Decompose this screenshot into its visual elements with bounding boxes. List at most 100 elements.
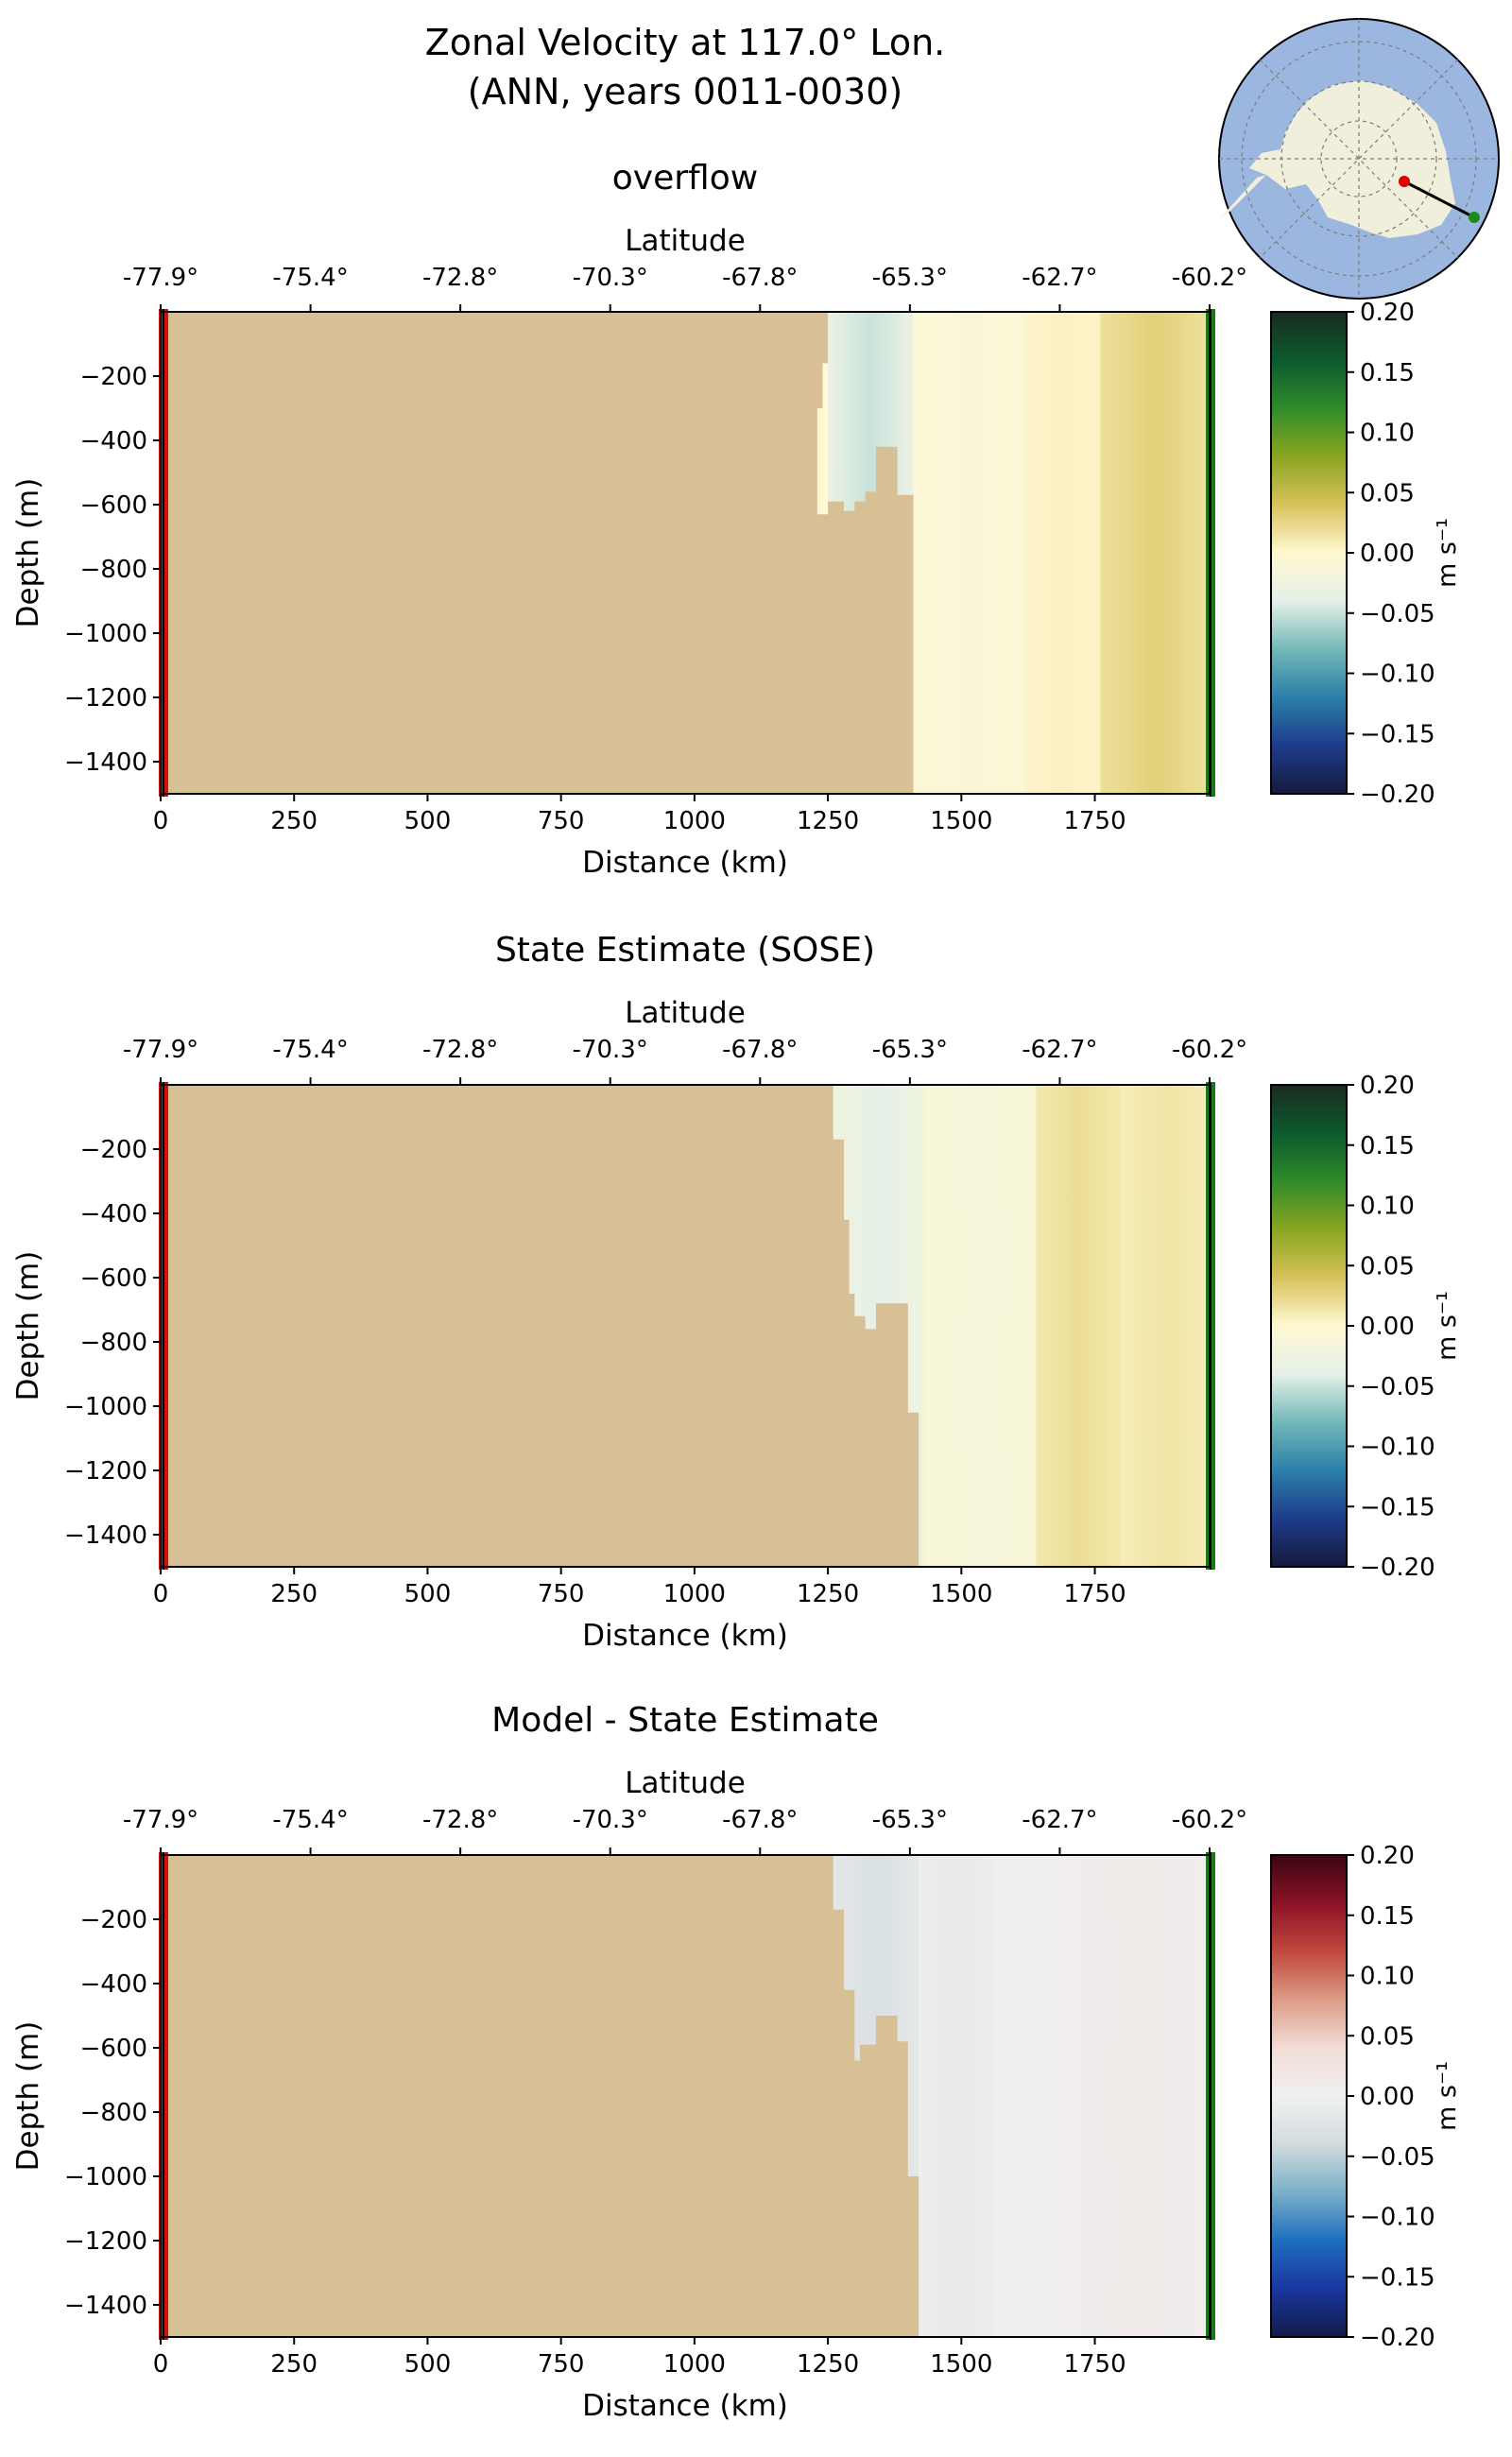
- latitude-tick-label: -62.7°: [1022, 1036, 1097, 1064]
- latitude-tick-label: -65.3°: [872, 264, 948, 292]
- colorbar: [1270, 1854, 1348, 2338]
- y-tick-label: −200: [80, 1906, 147, 1934]
- x-tick-label: 250: [270, 2350, 318, 2379]
- latitude-tick-label: -67.8°: [722, 1036, 798, 1064]
- inset-map: [1218, 18, 1500, 300]
- colorbar-tick-label: 0.20: [1360, 299, 1415, 327]
- x-tick-label: 1250: [797, 2350, 859, 2379]
- velocity-band: [1036, 1085, 1122, 1567]
- x-tick-label: 500: [404, 807, 452, 835]
- colorbar-tick-label: −0.15: [1360, 720, 1435, 748]
- latitude-tick-label: -60.2°: [1172, 264, 1247, 292]
- latitude-tick-label: -62.7°: [1022, 1806, 1097, 1834]
- latitude-tick-label: -72.8°: [422, 1036, 498, 1064]
- colorbar-tick-label: −0.05: [1360, 600, 1435, 628]
- y-tick-label: −600: [80, 1264, 147, 1293]
- x-tick-label: 250: [270, 807, 318, 835]
- velocity-band: [993, 1855, 1069, 2337]
- bathymetry-land: [161, 1855, 919, 2337]
- x-tick-label: 1000: [663, 1580, 726, 1608]
- latitude-tick-label: -75.4°: [272, 1806, 348, 1834]
- y-tick-label: −400: [80, 427, 147, 455]
- x-tick-label: 500: [404, 2350, 452, 2379]
- figure-title-line1: Zonal Velocity at 117.0° Lon.: [425, 22, 945, 63]
- colorbar-tick-label: −0.05: [1360, 1373, 1435, 1401]
- x-tick-label: 1250: [797, 807, 859, 835]
- colorbar-tick-label: 0.10: [1360, 1963, 1415, 1991]
- colorbar-tick-label: 0.20: [1360, 1072, 1415, 1100]
- colorbar-tick-label: −0.20: [1360, 781, 1435, 809]
- y-axis-label: Depth (m): [11, 478, 45, 628]
- panel-title: overflow: [612, 159, 758, 198]
- y-tick-label: −800: [80, 1329, 147, 1357]
- colorbar-tick-label: −0.10: [1360, 1434, 1435, 1462]
- latitude-tick-label: -77.9°: [123, 1036, 198, 1064]
- colorbar-tick-label: 0.20: [1360, 1842, 1415, 1870]
- x-tick-label: 0: [153, 2350, 169, 2379]
- latitude-tick-label: -77.9°: [123, 1806, 198, 1834]
- colorbar-tick-label: −0.20: [1360, 2324, 1435, 2352]
- colorbar: [1270, 1084, 1348, 1568]
- colorbar-tick-label: 0.00: [1360, 2083, 1415, 2111]
- colorbar: [1270, 311, 1348, 795]
- plot-frame: [160, 311, 1211, 795]
- latitude-tick-label: -62.7°: [1022, 264, 1097, 292]
- y-tick-label: −200: [80, 363, 147, 391]
- latitude-tick-label: -70.3°: [573, 1036, 648, 1064]
- colorbar-tick-label: 0.15: [1360, 1902, 1415, 1931]
- x-tick-label: 1750: [1063, 2350, 1125, 2379]
- colorbar-tick-label: 0.00: [1360, 1313, 1415, 1341]
- latitude-tick-label: -77.9°: [123, 264, 198, 292]
- y-tick-label: −800: [80, 556, 147, 584]
- panel-1: overflow Latitude 0 250 500 750 1000 1250 1500 17…: [11, 159, 1462, 880]
- velocity-band: [1025, 312, 1101, 794]
- y-tick-label: −1400: [64, 1521, 147, 1550]
- latitude-tick-label: -65.3°: [872, 1806, 948, 1834]
- colorbar-label: m s⁻¹: [1433, 518, 1462, 588]
- x-tick-label: 1500: [930, 807, 992, 835]
- y-tick-label: −1400: [64, 748, 147, 777]
- colorbar-tick-label: 0.15: [1360, 359, 1415, 387]
- colorbar-tick-label: 0.05: [1360, 1252, 1415, 1280]
- colorbar-tick-label: −0.10: [1360, 2204, 1435, 2232]
- transect-end-marker: [1469, 212, 1480, 223]
- colorbar-label: m s⁻¹: [1433, 2061, 1462, 2131]
- x-axis-label: Distance (km): [582, 2389, 788, 2423]
- panel-title: State Estimate (SOSE): [495, 931, 875, 970]
- latitude-tick-label: -60.2°: [1172, 1036, 1247, 1064]
- plot-frame: [160, 1084, 1211, 1568]
- x-tick-label: 1750: [1063, 807, 1125, 835]
- velocity-band: [1100, 312, 1210, 794]
- panel-3: Model - State Estimate Latitude 0 250 500 750…: [11, 1701, 1462, 2423]
- velocity-band: [1068, 1855, 1210, 2337]
- panel-2: State Estimate (SOSE) Latitude 0 250 500 750 1…: [11, 931, 1462, 1653]
- x-axis-label: Distance (km): [582, 1619, 788, 1653]
- x-tick-label: 1000: [663, 807, 726, 835]
- x-tick-label: 0: [153, 1580, 169, 1608]
- y-tick-label: −1200: [64, 1457, 147, 1486]
- x-tick-label: 250: [270, 1580, 318, 1608]
- panel-title: Model - State Estimate: [491, 1701, 879, 1740]
- latitude-tick-label: -75.4°: [272, 1036, 348, 1064]
- latitude-tick-label: -70.3°: [573, 264, 648, 292]
- velocity-band: [913, 312, 1026, 794]
- latitude-axis-label: Latitude: [625, 224, 746, 258]
- x-axis-label: Distance (km): [582, 846, 788, 880]
- inset-graticule: [1219, 19, 1499, 299]
- colorbar-tick-label: 0.10: [1360, 420, 1415, 448]
- colorbar-tick-label: 0.10: [1360, 1193, 1415, 1221]
- y-tick-label: −400: [80, 1200, 147, 1228]
- colorbar-tick-label: −0.15: [1360, 1493, 1435, 1521]
- figure-title-line2: (ANN, years 0011-0030): [468, 71, 902, 112]
- antarctic-peninsula: [1219, 175, 1266, 219]
- colorbar-tick-label: 0.05: [1360, 2022, 1415, 2051]
- latitude-tick-label: -65.3°: [872, 1036, 948, 1064]
- y-tick-label: −600: [80, 491, 147, 520]
- x-tick-label: 1250: [797, 1580, 859, 1608]
- x-tick-label: 1500: [930, 2350, 992, 2379]
- x-tick-label: 1750: [1063, 1580, 1125, 1608]
- latitude-tick-label: -72.8°: [422, 264, 498, 292]
- latitude-tick-label: -67.8°: [722, 1806, 798, 1834]
- colorbar-tick-label: −0.15: [1360, 2263, 1435, 2292]
